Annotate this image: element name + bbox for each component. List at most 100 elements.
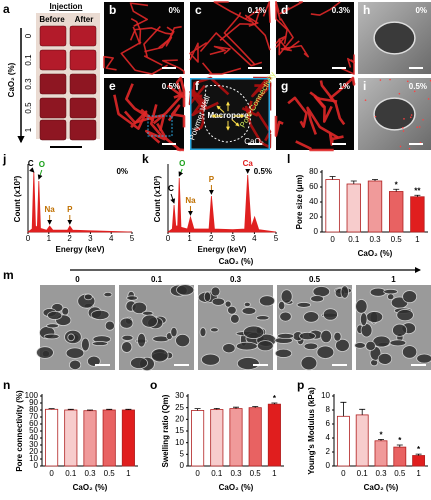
particle [399,145,402,148]
x-axis-label: Energy (keV) [56,245,105,254]
x-tick-label: 1 [126,469,131,478]
x-axis-label: CaO₂ (%) [73,483,108,492]
x-tick-label: 5 [130,234,135,243]
pore [150,348,169,363]
x-tick-label: 0.5 [391,235,403,244]
pore-wall [156,122,185,152]
annotation: 0% [116,167,128,176]
x-tick-label: 4 [109,234,114,243]
significance: * [417,445,421,454]
micrograph-label: 0% [415,6,427,15]
panel-letter: c [195,3,202,17]
pore-wall [274,115,284,137]
error-bar [48,408,55,410]
sample [39,97,67,119]
level-label: 0.1 [151,275,163,284]
particle [403,118,405,120]
pore [354,342,366,349]
x-tick-label: 0 [330,235,335,244]
y-tick-label: 20 [309,212,318,221]
y-tick-label: 70 [29,412,38,421]
photo-label: Before [39,15,65,24]
pore [300,355,318,371]
pore-wall [125,83,155,122]
x-tick-label: 0.3 [230,469,242,478]
bar [267,403,281,467]
panel-letter: n [3,378,10,392]
micrograph: b 0% [103,2,185,75]
pore [91,341,109,346]
pore-wall [129,27,172,41]
bar [325,179,340,233]
panel-title: Injection [50,2,83,11]
micrograph: g 1% [274,76,356,152]
pore-wall [328,133,344,146]
error-bar [378,439,384,441]
error-bar [340,401,347,417]
bar [412,455,426,467]
y-axis-label: Count (x10²) [13,175,22,222]
y-tick-label: 15 [175,426,184,435]
pore [130,357,148,369]
level-label: 0.1 [24,54,33,66]
sample [69,119,97,141]
x-tick-label: 0.1 [348,235,360,244]
pore-wall [262,1,271,23]
pore [296,302,312,308]
pore [131,301,148,315]
micrograph-label: 0.5% [162,82,180,91]
pore [243,301,251,308]
bar [45,408,59,467]
pore [119,317,134,329]
pore [389,339,407,347]
peak-label: O [179,159,185,168]
panel-letter: f [195,79,200,93]
pore [299,331,316,341]
x-tick-label: 2 [67,234,72,243]
x-tick-label: 0.1 [211,469,223,478]
x-tick-label: 2 [209,234,214,243]
significance: ** [414,186,421,195]
pore [402,345,418,359]
micrograph: d 0.3% [275,1,355,75]
y-axis-label: Young's Modulus (kPa) [307,387,316,475]
error-bar [67,408,74,410]
pore-wall [347,57,355,68]
y-tick-label: 2 [326,447,331,456]
pore [87,355,101,367]
frame [190,78,270,150]
y-tick-label: 10 [29,454,38,463]
pore-wall [279,1,304,15]
level-label: 0.3 [24,78,33,90]
y-tick-label: 0 [326,461,331,470]
error-bar [271,402,278,405]
pore [211,297,226,306]
pore [69,359,82,371]
pore-wall [287,96,308,128]
panel-letter: p [297,378,304,392]
pore [210,286,221,297]
micrograph: e 0.5% [104,76,186,152]
bar [336,415,350,467]
error-bar [213,407,220,410]
particle [408,147,411,150]
error-bar [393,188,400,192]
x-tick-label: 0.5 [104,469,116,478]
micrograph: c 0.1% [189,1,271,75]
peak-label: C [168,184,174,193]
y-tick-label: 8 [326,405,331,414]
pore [170,327,178,338]
micrograph-label: 0% [168,6,180,15]
y-tick-label: 10 [175,438,184,447]
error-bar [350,180,357,184]
error-bar [233,406,239,409]
sample [39,25,67,47]
pore [335,338,350,352]
y-tick-label: 50 [29,426,38,435]
x-tick-label: 0.1 [357,469,369,478]
pore-wall [319,80,346,126]
pore-wall [130,17,142,45]
pore [392,323,408,337]
x-tick-label: 0.3 [84,469,96,478]
particle [406,80,409,83]
